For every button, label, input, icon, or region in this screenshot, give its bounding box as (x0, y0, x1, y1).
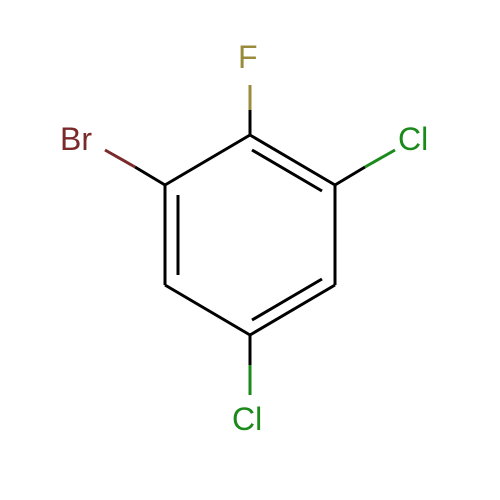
bond-c6-c1 (165, 135, 250, 185)
bond-c6-br-a (135, 167, 165, 185)
atom-label-cl-bot: Cl (232, 401, 262, 437)
bond-c4-c5 (165, 285, 250, 335)
molecule-diagram: F Cl Cl Br (0, 0, 500, 500)
bond-c2-cl-a (335, 167, 365, 185)
bond-c2-cl-b (365, 150, 395, 167)
bond-c3-c4-outer (250, 285, 335, 335)
atom-label-f: F (238, 39, 258, 75)
atom-label-br: Br (60, 121, 92, 157)
bond-c1-c2-outer (250, 135, 335, 185)
atom-label-cl-top: Cl (398, 121, 428, 157)
bond-c6-br-b (105, 150, 135, 167)
